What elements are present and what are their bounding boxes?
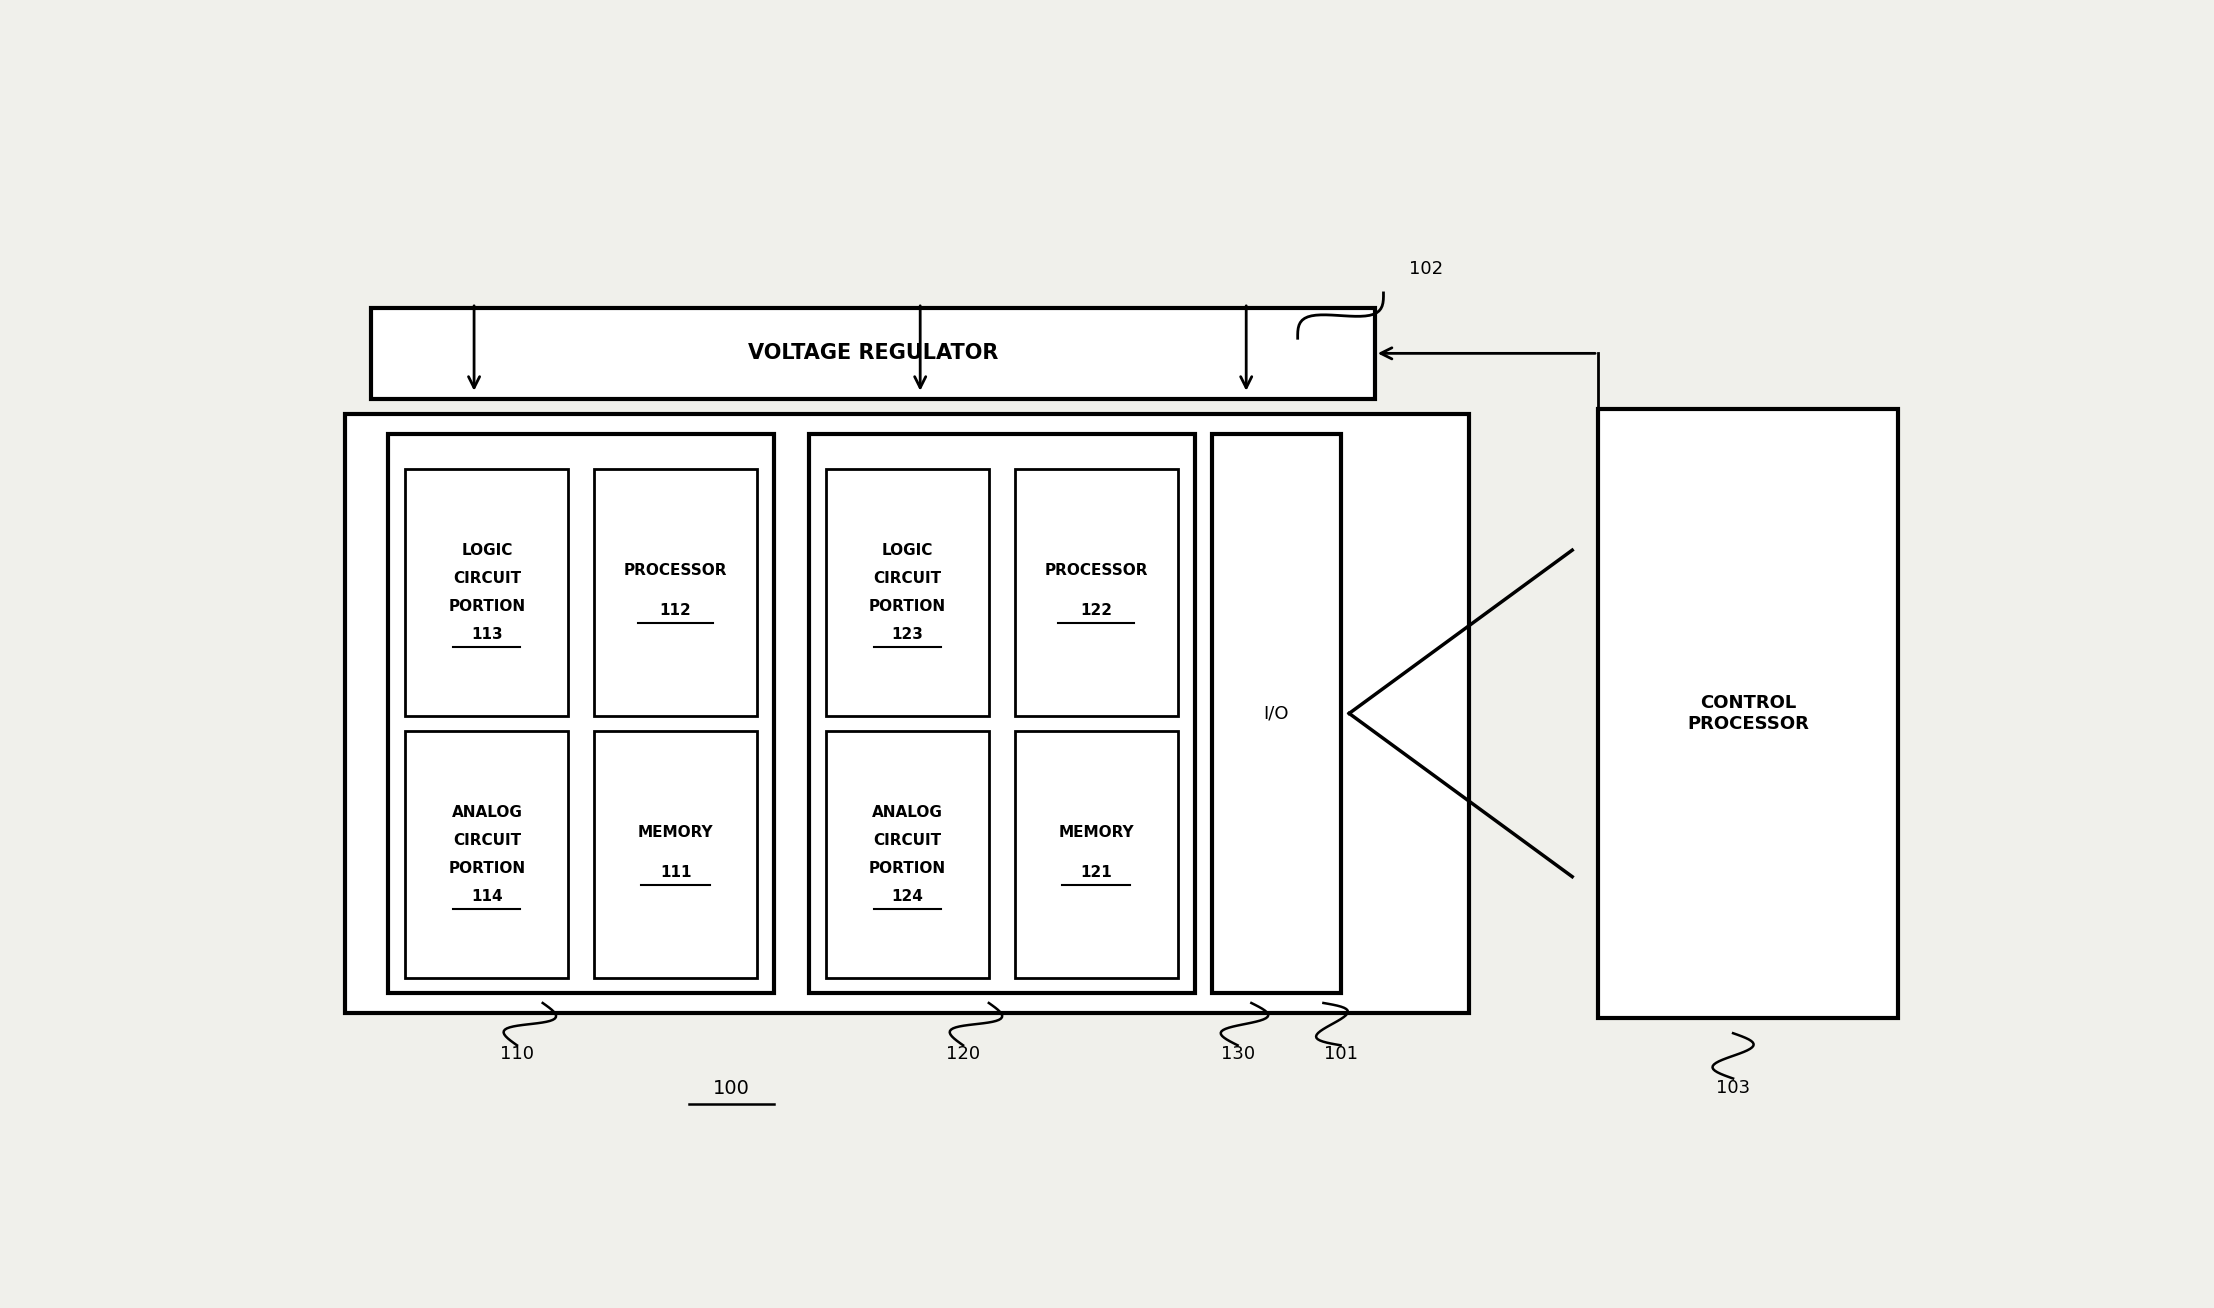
Text: LOGIC: LOGIC <box>881 543 932 557</box>
Text: 110: 110 <box>500 1045 534 1063</box>
Bar <box>1014 731 1178 978</box>
Text: 100: 100 <box>713 1079 751 1097</box>
Bar <box>808 434 1196 993</box>
Text: LOGIC: LOGIC <box>461 543 514 557</box>
Text: CIRCUIT: CIRCUIT <box>872 833 941 848</box>
Text: PORTION: PORTION <box>449 599 525 615</box>
Text: ANALOG: ANALOG <box>872 804 943 820</box>
Text: 122: 122 <box>1080 603 1111 619</box>
Bar <box>1211 434 1342 993</box>
Text: MEMORY: MEMORY <box>1058 825 1134 840</box>
Bar <box>405 470 569 715</box>
Text: 120: 120 <box>945 1045 981 1063</box>
Bar <box>345 413 1470 1014</box>
Text: 101: 101 <box>1324 1045 1357 1063</box>
Text: 103: 103 <box>1716 1079 1749 1096</box>
Text: 111: 111 <box>660 865 691 880</box>
Text: 130: 130 <box>1220 1045 1255 1063</box>
Text: PORTION: PORTION <box>868 861 945 876</box>
Text: PORTION: PORTION <box>868 599 945 615</box>
Text: CIRCUIT: CIRCUIT <box>454 572 520 586</box>
Text: 113: 113 <box>472 628 503 642</box>
Bar <box>1599 409 1897 1018</box>
Text: PROCESSOR: PROCESSOR <box>624 562 728 578</box>
Bar <box>826 470 990 715</box>
Bar <box>1014 470 1178 715</box>
Text: 123: 123 <box>892 628 923 642</box>
Text: PROCESSOR: PROCESSOR <box>1045 562 1147 578</box>
Text: 112: 112 <box>660 603 691 619</box>
Text: I/O: I/O <box>1264 705 1289 722</box>
Bar <box>826 731 990 978</box>
Bar <box>372 309 1375 399</box>
Text: 102: 102 <box>1410 260 1444 277</box>
Bar <box>593 731 757 978</box>
Text: 114: 114 <box>472 889 503 904</box>
Bar <box>405 731 569 978</box>
Bar <box>593 470 757 715</box>
Text: 121: 121 <box>1080 865 1111 880</box>
Text: CIRCUIT: CIRCUIT <box>872 572 941 586</box>
Text: MEMORY: MEMORY <box>638 825 713 840</box>
Text: CIRCUIT: CIRCUIT <box>454 833 520 848</box>
Text: PORTION: PORTION <box>449 861 525 876</box>
Bar <box>387 434 775 993</box>
Text: VOLTAGE REGULATOR: VOLTAGE REGULATOR <box>748 344 999 364</box>
Text: CONTROL
PROCESSOR: CONTROL PROCESSOR <box>1687 695 1809 732</box>
Text: ANALOG: ANALOG <box>452 804 523 820</box>
Text: 124: 124 <box>892 889 923 904</box>
